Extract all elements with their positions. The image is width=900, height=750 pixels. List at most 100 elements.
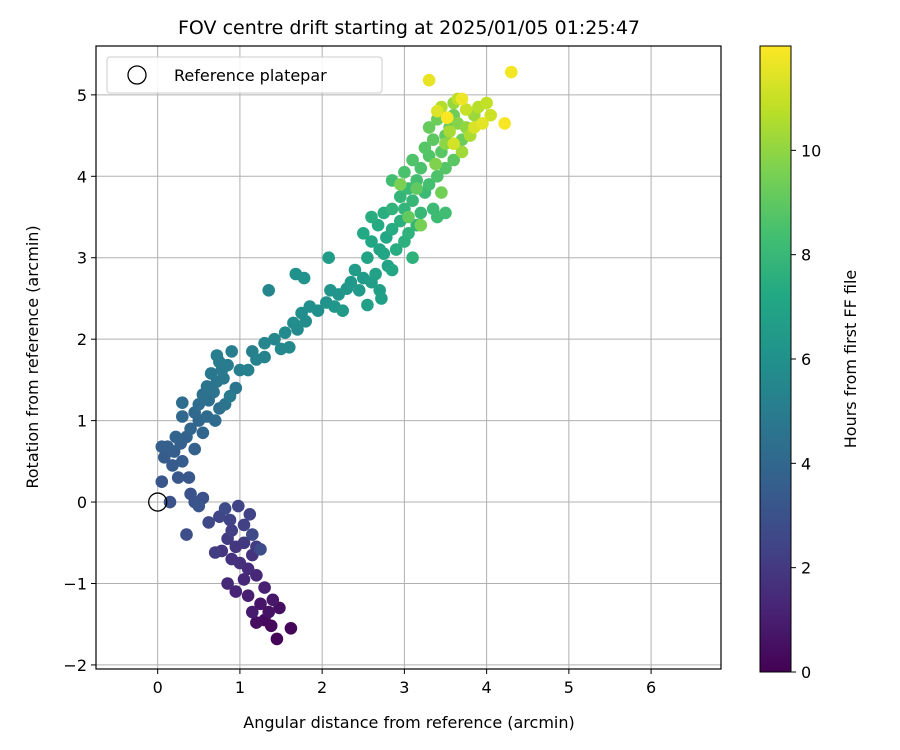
data-point xyxy=(200,380,214,393)
data-point xyxy=(357,227,370,240)
data-point xyxy=(262,284,276,297)
data-point xyxy=(431,170,444,183)
data-point xyxy=(192,398,206,411)
data-point xyxy=(188,442,201,456)
data-point xyxy=(258,350,271,364)
y-tick-label: 2 xyxy=(77,330,87,349)
data-point xyxy=(440,111,454,124)
data-point xyxy=(459,103,473,116)
data-point xyxy=(223,389,237,403)
data-point xyxy=(246,605,259,619)
data-point xyxy=(254,543,267,556)
data-point xyxy=(250,616,263,629)
data-point xyxy=(385,263,399,277)
data-point xyxy=(435,186,448,199)
data-point xyxy=(402,210,415,224)
data-point xyxy=(182,471,196,484)
y-tick-label: −2 xyxy=(63,656,87,675)
data-point xyxy=(287,316,300,330)
data-point xyxy=(369,267,382,281)
data-point xyxy=(406,251,419,264)
x-tick-label: 4 xyxy=(482,678,492,697)
data-point xyxy=(184,422,197,436)
y-tick-label: 0 xyxy=(77,493,87,512)
colorbar-tick-label: 6 xyxy=(801,350,811,369)
plot-area xyxy=(96,46,721,669)
data-point xyxy=(455,145,469,159)
data-point xyxy=(480,96,493,110)
y-tick-label: −1 xyxy=(63,574,87,593)
data-point xyxy=(439,206,452,220)
chart-title: FOV centre drift starting at 2025/01/05 … xyxy=(178,17,640,39)
data-point xyxy=(311,304,325,318)
y-tick-label: 5 xyxy=(77,86,87,105)
data-point xyxy=(208,546,222,559)
data-point xyxy=(176,410,189,423)
data-point xyxy=(223,513,237,527)
data-point xyxy=(498,117,512,130)
data-point xyxy=(171,471,185,484)
data-point xyxy=(176,455,189,468)
data-point xyxy=(237,573,251,586)
data-point xyxy=(158,451,171,464)
data-point xyxy=(365,235,378,248)
data-point xyxy=(196,426,210,440)
y-tick-label: 4 xyxy=(77,167,87,186)
data-point xyxy=(365,210,378,224)
data-point xyxy=(202,516,215,529)
data-point xyxy=(422,121,436,134)
reference-platepar-marker xyxy=(148,492,168,512)
y-axis-title: Rotation from reference (arcmin) xyxy=(23,225,42,488)
data-point xyxy=(336,304,350,318)
data-point xyxy=(361,298,374,312)
colorbar-ticks: 0 2 4 6 8 10 xyxy=(791,141,821,682)
data-point xyxy=(348,263,362,277)
data-point xyxy=(208,414,222,427)
data-point xyxy=(429,157,442,171)
data-point xyxy=(155,440,169,454)
data-point xyxy=(237,536,251,550)
x-tick-label: 3 xyxy=(399,678,409,697)
data-point xyxy=(484,108,498,122)
data-point xyxy=(225,552,238,566)
data-point xyxy=(237,518,251,532)
data-point xyxy=(431,104,444,118)
x-axis-title: Angular distance from reference (arcmin) xyxy=(243,713,574,732)
data-point xyxy=(410,182,424,195)
data-point xyxy=(414,161,428,175)
colorbar-tick-label: 10 xyxy=(801,141,821,160)
y-tick-label: 1 xyxy=(77,412,87,431)
data-point xyxy=(322,251,336,264)
data-point xyxy=(344,275,358,289)
data-point xyxy=(266,593,280,607)
colorbar: 0 2 4 6 8 10 Hours from first FF file xyxy=(759,45,860,682)
data-point xyxy=(422,73,436,87)
data-point xyxy=(254,597,267,611)
legend: Reference platepar xyxy=(106,56,383,94)
plot-frame xyxy=(95,45,722,670)
data-point xyxy=(258,336,271,350)
data-point xyxy=(375,292,388,305)
data-point xyxy=(385,222,399,236)
x-tick-label: 2 xyxy=(317,678,327,697)
axis-ticks: 0 1 2 3 4 5 6 −2 −1 0 1 2 3 4 5 xyxy=(63,86,656,697)
x-tick-label: 5 xyxy=(564,678,574,697)
data-point xyxy=(204,367,218,380)
data-point xyxy=(284,622,298,635)
legend-label-reference: Reference platepar xyxy=(174,66,327,85)
data-point xyxy=(361,251,374,264)
data-point xyxy=(278,326,292,340)
data-point xyxy=(447,137,461,150)
data-point xyxy=(270,632,284,646)
data-point xyxy=(243,508,257,521)
data-point xyxy=(352,284,366,297)
colorbar-tick-label: 4 xyxy=(801,454,811,473)
data-point xyxy=(262,605,276,619)
data-point xyxy=(221,358,234,372)
data-point xyxy=(297,271,311,285)
data-point xyxy=(476,117,489,130)
data-point xyxy=(232,499,245,513)
legend-marker xyxy=(127,65,147,85)
colorbar-gradient xyxy=(759,45,792,673)
